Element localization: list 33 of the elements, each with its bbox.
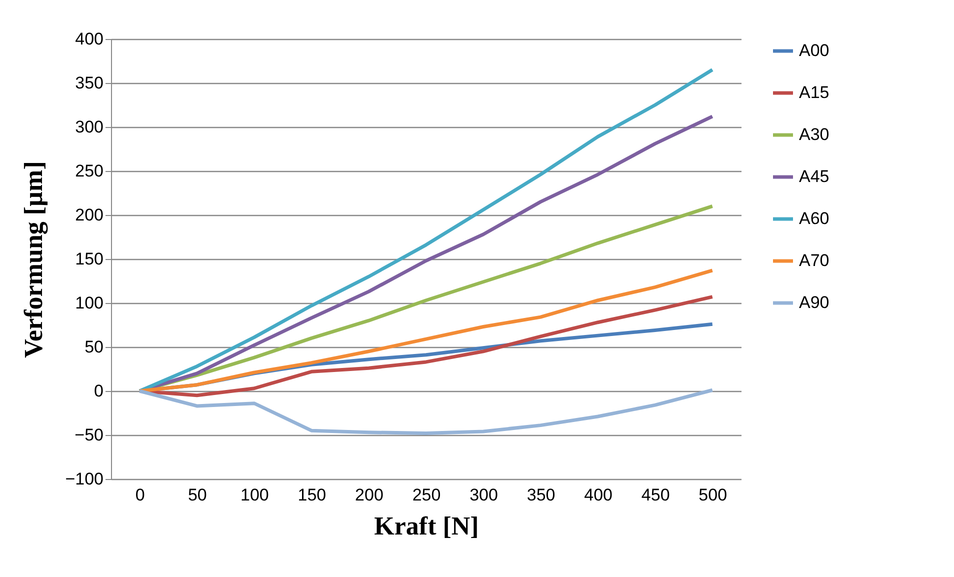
line-series	[138, 268, 714, 393]
legend-label: A90	[799, 293, 830, 312]
legend-label: A60	[799, 209, 830, 228]
x-tick-label: 400	[584, 486, 613, 504]
x-tick-label: 50	[188, 486, 207, 504]
x-tick-label: 250	[412, 486, 441, 504]
legend-label: A70	[799, 251, 830, 270]
x-tick-label: 350	[526, 486, 556, 504]
y-tick-label: 0	[94, 382, 104, 400]
y-tick-label: 350	[75, 74, 104, 92]
y-tick-label: 400	[75, 30, 104, 48]
x-tick-label: 0	[135, 486, 145, 504]
x-axis-title: Kraft [N]	[374, 512, 479, 540]
x-tick-label: 100	[240, 486, 269, 504]
legend-label: A30	[799, 125, 830, 144]
y-tick-label: −100	[65, 470, 104, 488]
y-tick-label: 300	[75, 118, 104, 136]
y-tick-label: 200	[75, 206, 104, 224]
y-tick-label: 150	[75, 250, 104, 268]
x-tick-label: 200	[355, 486, 384, 504]
x-tick-label: 300	[470, 486, 498, 504]
x-tick-label: 500	[698, 486, 728, 504]
x-tick-label: 450	[641, 486, 670, 504]
y-tick-label: 250	[75, 162, 104, 180]
line-series	[138, 388, 714, 435]
legend-label: A00	[799, 41, 830, 60]
y-axis-title: Verformung [µm]	[19, 161, 48, 358]
y-tick-label: −50	[74, 426, 104, 444]
y-tick-label: 100	[75, 294, 104, 312]
x-tick-label: 150	[298, 486, 326, 504]
y-tick-label: 50	[84, 338, 104, 356]
legend-label: A45	[799, 167, 830, 186]
legend-label: A15	[799, 83, 830, 102]
